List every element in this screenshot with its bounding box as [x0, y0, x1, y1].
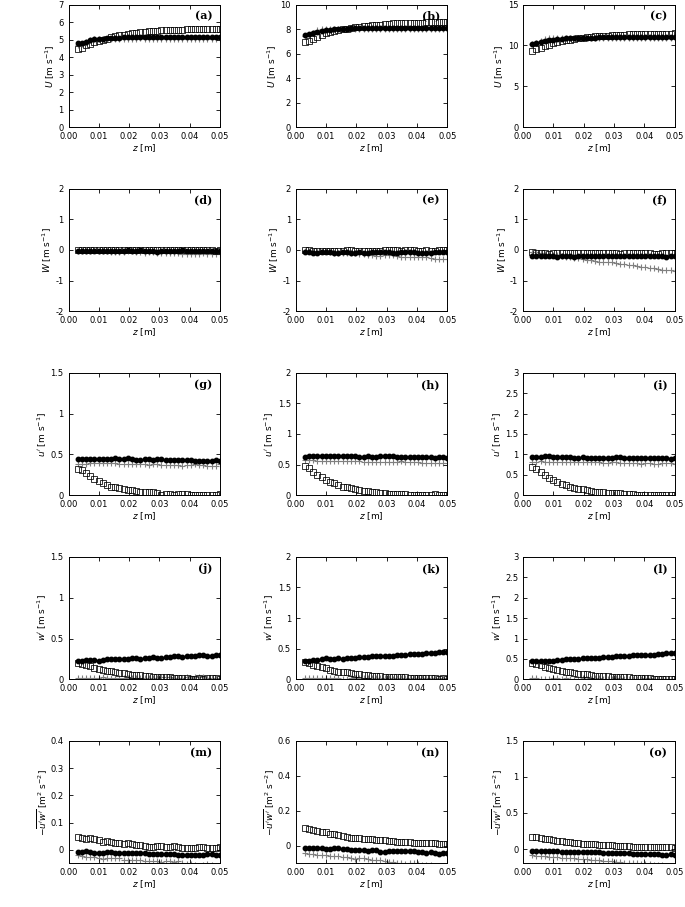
- Text: (a): (a): [195, 11, 212, 22]
- Text: (k): (k): [422, 563, 440, 574]
- Text: (o): (o): [649, 746, 667, 758]
- X-axis label: $z$ [m]: $z$ [m]: [132, 511, 157, 522]
- Y-axis label: $w^{\prime}$ [m s$^{-1}$]: $w^{\prime}$ [m s$^{-1}$]: [36, 595, 49, 641]
- Text: (g): (g): [195, 379, 212, 390]
- X-axis label: $z$ [m]: $z$ [m]: [132, 879, 157, 891]
- Y-axis label: $-\overline{u^{\prime}w^{\prime}}$ [m$^2$ s$^{-2}$]: $-\overline{u^{\prime}w^{\prime}}$ [m$^2…: [490, 769, 503, 835]
- Y-axis label: $U$ [m s$^{-1}$]: $U$ [m s$^{-1}$]: [44, 44, 57, 88]
- Y-axis label: $-\overline{u^{\prime}w^{\prime}}$ [m$^2$ s$^{-2}$]: $-\overline{u^{\prime}w^{\prime}}$ [m$^2…: [262, 769, 276, 835]
- X-axis label: $z$ [m]: $z$ [m]: [132, 695, 157, 707]
- Y-axis label: $u^{\prime}$ [m s$^{-1}$]: $u^{\prime}$ [m s$^{-1}$]: [36, 412, 49, 456]
- Y-axis label: $U$ [m s$^{-1}$]: $U$ [m s$^{-1}$]: [493, 44, 506, 88]
- Y-axis label: $W$ [m s$^{-1}$]: $W$ [m s$^{-1}$]: [269, 227, 282, 273]
- Text: (m): (m): [190, 746, 212, 758]
- Text: (i): (i): [653, 379, 667, 390]
- X-axis label: $z$ [m]: $z$ [m]: [360, 327, 384, 338]
- Text: (c): (c): [650, 11, 667, 22]
- Text: (n): (n): [421, 746, 440, 758]
- Text: (l): (l): [653, 563, 667, 574]
- Text: (h): (h): [421, 379, 440, 390]
- Text: (j): (j): [198, 563, 212, 574]
- X-axis label: $z$ [m]: $z$ [m]: [132, 142, 157, 154]
- X-axis label: $z$ [m]: $z$ [m]: [360, 695, 384, 707]
- Y-axis label: $w^{\prime}$ [m s$^{-1}$]: $w^{\prime}$ [m s$^{-1}$]: [490, 595, 503, 641]
- X-axis label: $z$ [m]: $z$ [m]: [586, 695, 611, 707]
- Text: (d): (d): [195, 195, 212, 206]
- X-axis label: $z$ [m]: $z$ [m]: [360, 511, 384, 522]
- X-axis label: $z$ [m]: $z$ [m]: [586, 327, 611, 338]
- Text: (f): (f): [652, 195, 667, 206]
- X-axis label: $z$ [m]: $z$ [m]: [360, 879, 384, 891]
- Y-axis label: $W$ [m s$^{-1}$]: $W$ [m s$^{-1}$]: [495, 227, 509, 273]
- X-axis label: $z$ [m]: $z$ [m]: [586, 511, 611, 522]
- X-axis label: $z$ [m]: $z$ [m]: [132, 327, 157, 338]
- Text: (e): (e): [423, 195, 440, 206]
- X-axis label: $z$ [m]: $z$ [m]: [586, 879, 611, 891]
- X-axis label: $z$ [m]: $z$ [m]: [586, 142, 611, 154]
- Text: (b): (b): [421, 11, 440, 22]
- Y-axis label: $w^{\prime}$ [m s$^{-1}$]: $w^{\prime}$ [m s$^{-1}$]: [263, 595, 277, 641]
- Y-axis label: $W$ [m s$^{-1}$]: $W$ [m s$^{-1}$]: [41, 227, 54, 273]
- Y-axis label: $u^{\prime}$ [m s$^{-1}$]: $u^{\prime}$ [m s$^{-1}$]: [263, 412, 277, 456]
- Y-axis label: $-\overline{u^{\prime}w^{\prime}}$ [m$^2$ s$^{-2}$]: $-\overline{u^{\prime}w^{\prime}}$ [m$^2…: [35, 769, 49, 835]
- Y-axis label: $U$ [m s$^{-1}$]: $U$ [m s$^{-1}$]: [266, 44, 279, 88]
- Y-axis label: $u^{\prime}$ [m s$^{-1}$]: $u^{\prime}$ [m s$^{-1}$]: [490, 412, 503, 456]
- X-axis label: $z$ [m]: $z$ [m]: [360, 142, 384, 154]
